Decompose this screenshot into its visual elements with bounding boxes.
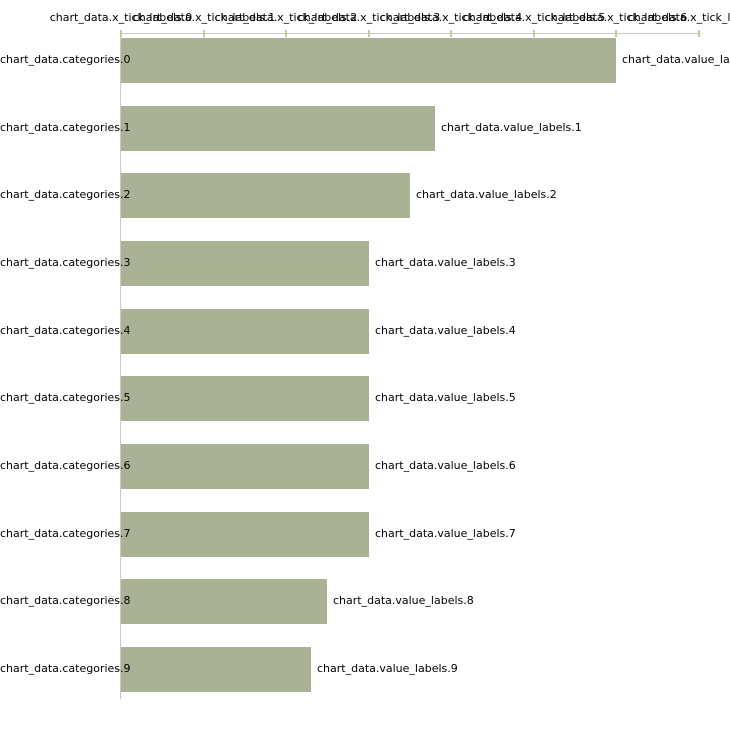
category-label[interactable]: chart_data.categories.6 [0, 459, 131, 472]
x-tick-label[interactable]: chart_data.x_tick_labels.2 [214, 11, 358, 24]
value-label[interactable]: chart_data.value_labels.0 [622, 53, 730, 66]
value-label[interactable]: chart_data.value_labels.2 [416, 188, 557, 201]
category-tick-mark [115, 331, 121, 332]
value-label[interactable]: chart_data.value_labels.3 [375, 256, 516, 269]
x-tick-label[interactable]: chart_data.x_tick_labels.1 [132, 11, 276, 24]
category-tick-mark [115, 534, 121, 535]
category-label[interactable]: chart_data.categories.4 [0, 324, 131, 337]
value-label[interactable]: chart_data.value_labels.7 [375, 527, 516, 540]
value-label[interactable]: chart_data.value_labels.6 [375, 459, 516, 472]
value-label[interactable]: chart_data.value_labels.8 [333, 594, 474, 607]
category-label[interactable]: chart_data.categories.1 [0, 121, 131, 134]
value-label[interactable]: chart_data.value_labels.1 [441, 121, 582, 134]
value-label[interactable]: chart_data.value_labels.4 [375, 324, 516, 337]
category-tick-mark [115, 60, 121, 61]
x-tick-label[interactable]: chart_data.x_tick_labels.7 [627, 11, 730, 24]
y-axis-line [120, 33, 121, 699]
category-tick-mark [115, 263, 121, 264]
x-tick-label[interactable]: chart_data.x_tick_labels.4 [379, 11, 523, 24]
x-axis-line [120, 33, 700, 34]
category-label[interactable]: chart_data.categories.7 [0, 527, 131, 540]
category-tick-mark [115, 601, 121, 602]
x-tick-label[interactable]: chart_data.x_tick_labels.0 [49, 11, 193, 24]
bar [121, 309, 369, 354]
category-tick-mark [115, 195, 121, 196]
bar [121, 106, 435, 151]
bar [121, 376, 369, 421]
x-tick-mark [203, 30, 205, 37]
x-tick-mark [533, 30, 535, 37]
bar [121, 173, 410, 218]
x-tick-mark [120, 30, 122, 37]
category-label[interactable]: chart_data.categories.3 [0, 256, 131, 269]
value-label[interactable]: chart_data.value_labels.5 [375, 391, 516, 404]
x-tick-mark [368, 30, 370, 37]
category-tick-mark [115, 128, 121, 129]
category-tick-mark [115, 398, 121, 399]
bar [121, 241, 369, 286]
category-label[interactable]: chart_data.categories.2 [0, 188, 131, 201]
bar [121, 38, 616, 83]
x-tick-mark [285, 30, 287, 37]
bar [121, 647, 311, 692]
x-tick-mark [450, 30, 452, 37]
x-tick-label[interactable]: chart_data.x_tick_labels.6 [544, 11, 688, 24]
category-label[interactable]: chart_data.categories.9 [0, 662, 131, 675]
x-tick-label[interactable]: chart_data.x_tick_labels.5 [462, 11, 606, 24]
bar [121, 444, 369, 489]
category-label[interactable]: chart_data.categories.8 [0, 594, 131, 607]
x-tick-mark [698, 30, 700, 37]
x-tick-label[interactable]: chart_data.x_tick_labels.3 [297, 11, 441, 24]
value-label[interactable]: chart_data.value_labels.9 [317, 662, 458, 675]
category-label[interactable]: chart_data.categories.0 [0, 53, 131, 66]
bar [121, 579, 327, 624]
bar [121, 512, 369, 557]
x-tick-mark [615, 30, 617, 37]
category-tick-mark [115, 466, 121, 467]
category-label[interactable]: chart_data.categories.5 [0, 391, 131, 404]
category-tick-mark [115, 669, 121, 670]
